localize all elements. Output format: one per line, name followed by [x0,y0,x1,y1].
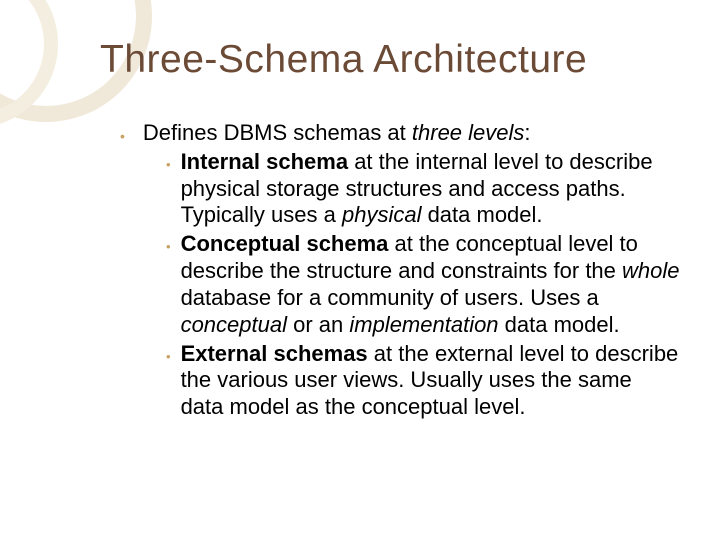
bullet-icon: • [120,128,125,147]
slide-title: Three-Schema Architecture [100,38,587,82]
intro-em: three levels [412,120,525,145]
item-em: conceptual [181,312,287,337]
item-em: implementation [349,312,498,337]
item-bold: External schemas [181,341,368,366]
bullet-icon: • [166,239,171,338]
item-em: physical [342,202,421,227]
sub-bullet-list: • Internal schema at the internal level … [166,149,680,421]
list-item: • External schemas at the external level… [166,341,680,421]
list-item-text: External schemas at the external level t… [181,341,680,421]
intro-pre: Defines DBMS schemas at [143,120,412,145]
list-item: • Conceptual schema at the conceptual le… [166,231,680,338]
item-bold: Internal schema [181,149,349,174]
slide-body: • Defines DBMS schemas at three levels: … [120,120,680,423]
intro-post: : [524,120,530,145]
item-seg: or an [287,312,349,337]
list-item-text: Internal schema at the internal level to… [181,149,680,229]
item-em: whole [622,258,679,283]
item-seg: data model. [421,202,542,227]
list-item: • Internal schema at the internal level … [166,149,680,229]
bullet-icon: • [166,349,171,421]
item-seg: data model. [499,312,620,337]
bullet-icon: • [166,157,171,229]
item-bold: Conceptual schema [181,231,389,256]
intro-text: Defines DBMS schemas at three levels: [143,120,531,147]
list-item-text: Conceptual schema at the conceptual leve… [181,231,680,338]
intro-bullet: • Defines DBMS schemas at three levels: [120,120,680,147]
item-seg: database for a community of users. Uses … [181,285,599,310]
